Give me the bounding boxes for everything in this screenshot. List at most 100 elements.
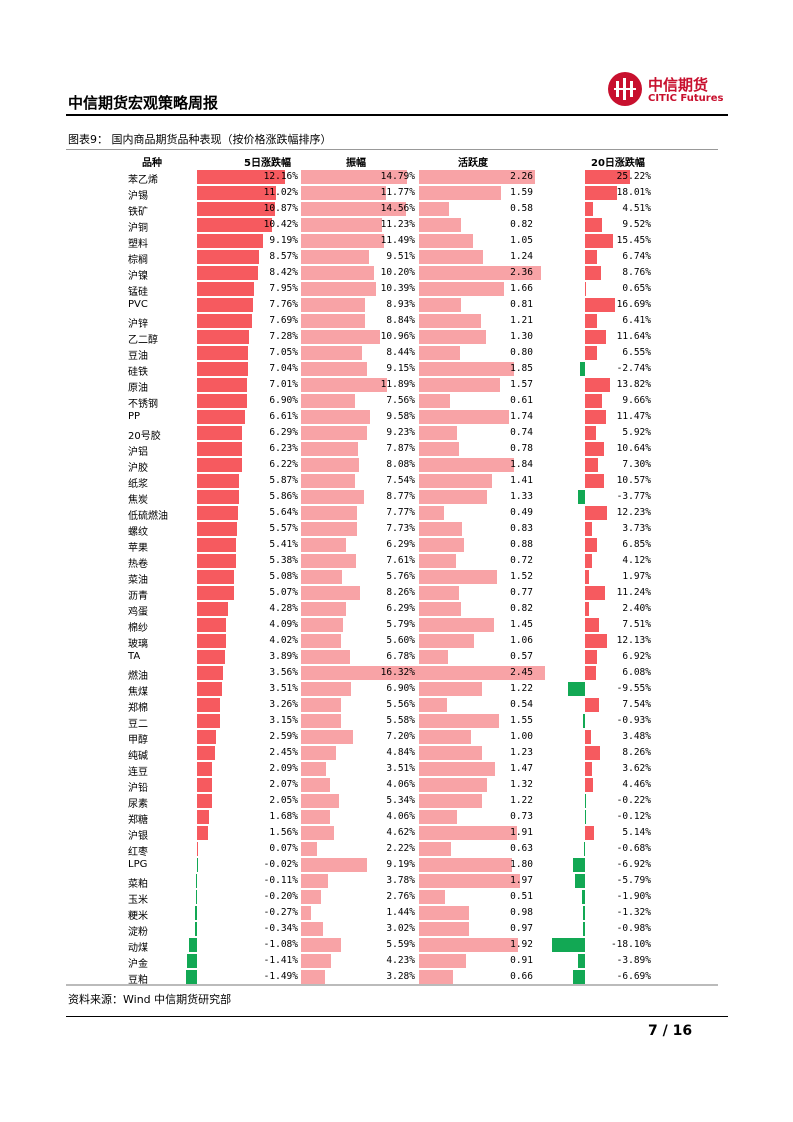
value-20d-change: 6.85% (622, 539, 651, 550)
value-20d-change: 8.76% (622, 267, 651, 278)
value-amplitude: 7.54% (386, 475, 415, 486)
bar-20d-change (585, 218, 603, 232)
value-amplitude: 6.90% (386, 683, 415, 694)
bar-5d-change (196, 874, 197, 888)
commodity-name: PP (128, 411, 141, 422)
commodity-name: 硅铁 (128, 367, 148, 378)
table-row: 苹果 5.41% 6.29% 0.88 6.85% (0, 537, 793, 554)
value-20d-change: 8.26% (622, 747, 651, 758)
table-row: 不锈钢 6.90% 7.56% 0.61 9.66% (0, 393, 793, 410)
value-20d-change: 5.14% (622, 827, 651, 838)
bar-amplitude (301, 602, 347, 616)
bar-amplitude (301, 730, 353, 744)
value-activity: 0.73 (510, 811, 533, 822)
col-header-5d: 5日涨跌幅 (244, 158, 291, 169)
commodity-name: 玻璃 (128, 639, 148, 650)
commodity-name: 铁矿 (128, 207, 148, 218)
commodity-name: 苯乙烯 (128, 175, 158, 186)
bar-20d-change (585, 506, 607, 520)
table-row: 沪铅 2.07% 4.06% 1.32 4.46% (0, 777, 793, 794)
table-row: 沪锡 11.02% 11.77% 1.59 18.01% (0, 185, 793, 202)
commodity-name: 热卷 (128, 559, 148, 570)
value-amplitude: 11.89% (380, 379, 415, 390)
bar-activity (419, 554, 457, 568)
value-amplitude: 11.23% (380, 219, 415, 230)
table-row: 纯碱 2.45% 4.84% 1.23 8.26% (0, 745, 793, 762)
value-5d-change: 6.22% (269, 459, 298, 470)
value-activity: 0.51 (510, 891, 533, 902)
commodity-name: 棕榈 (128, 255, 148, 266)
bar-activity (419, 506, 445, 520)
bar-20d-change (552, 938, 585, 952)
value-activity: 1.52 (510, 571, 533, 582)
bar-5d-change (197, 458, 242, 472)
bar-20d-change (567, 682, 585, 696)
bar-activity (419, 186, 501, 200)
value-activity: 0.80 (510, 347, 533, 358)
bar-amplitude (301, 762, 327, 776)
table-row: 菜粕 -0.11% 3.78% 1.97 -5.79% (0, 873, 793, 890)
value-activity: 1.97 (510, 875, 533, 886)
bar-amplitude (301, 282, 376, 296)
table-row: 燃油 3.56% 16.32% 2.45 6.08% (0, 665, 793, 682)
bar-activity (419, 362, 515, 376)
bar-5d-change (195, 890, 197, 904)
commodity-name: 沪铅 (128, 783, 148, 794)
bar-5d-change (197, 186, 277, 200)
value-5d-change: 7.69% (269, 315, 298, 326)
value-activity: 1.30 (510, 331, 533, 342)
bar-5d-change (197, 794, 212, 808)
value-amplitude: 2.76% (386, 891, 415, 902)
value-activity: 1.21 (510, 315, 533, 326)
bar-20d-change (585, 298, 616, 312)
logo-text-en: CITIC Futures (648, 93, 724, 104)
value-amplitude: 9.58% (386, 411, 415, 422)
bar-activity (419, 378, 500, 392)
col-header-name: 品种 (142, 158, 162, 169)
value-activity: 0.49 (510, 507, 533, 518)
table-row: 玻璃 4.02% 5.60% 1.06 12.13% (0, 633, 793, 650)
value-20d-change: 11.24% (616, 587, 651, 598)
value-5d-change: -0.27% (263, 907, 298, 918)
commodity-name: 粳米 (128, 911, 148, 922)
value-activity: 1.32 (510, 779, 533, 790)
value-activity: 0.82 (510, 219, 533, 230)
bar-20d-change (572, 970, 585, 984)
value-20d-change: 2.40% (622, 603, 651, 614)
bar-5d-change (197, 762, 213, 776)
value-20d-change: 7.54% (622, 699, 651, 710)
value-5d-change: 5.57% (269, 523, 298, 534)
table-row: 尿素 2.05% 5.34% 1.22 -0.22% (0, 793, 793, 810)
value-activity: 1.45 (510, 619, 533, 630)
value-20d-change: 10.64% (616, 443, 651, 454)
table-row: 棉纱 4.09% 5.79% 1.45 7.51% (0, 617, 793, 634)
value-5d-change: 7.76% (269, 299, 298, 310)
bar-amplitude (301, 234, 384, 248)
bar-activity (419, 426, 458, 440)
commodity-name: 郑糖 (128, 815, 148, 826)
bar-5d-change (194, 922, 197, 936)
value-20d-change: -1.32% (616, 907, 651, 918)
value-5d-change: -0.11% (263, 875, 298, 886)
value-20d-change: 12.13% (616, 635, 651, 646)
bar-5d-change (197, 778, 212, 792)
table-row: 鸡蛋 4.28% 6.29% 0.82 2.40% (0, 601, 793, 618)
bar-5d-change (197, 650, 225, 664)
bar-5d-change (197, 698, 221, 712)
value-activity: 1.05 (510, 235, 533, 246)
bar-activity (419, 858, 512, 872)
bar-activity (419, 266, 541, 280)
value-amplitude: 3.28% (386, 971, 415, 982)
table-row: 焦煤 3.51% 6.90% 1.22 -9.55% (0, 681, 793, 698)
bar-20d-change (585, 570, 589, 584)
value-activity: 1.55 (510, 715, 533, 726)
value-5d-change: 7.01% (269, 379, 298, 390)
bar-5d-change (197, 378, 248, 392)
value-5d-change: 11.02% (263, 187, 298, 198)
commodity-name: LPG (128, 859, 148, 870)
bar-20d-change (585, 234, 613, 248)
commodity-name: 连豆 (128, 767, 148, 778)
bar-activity (419, 890, 446, 904)
commodity-name: 苹果 (128, 543, 148, 554)
value-amplitude: 16.32% (380, 667, 415, 678)
